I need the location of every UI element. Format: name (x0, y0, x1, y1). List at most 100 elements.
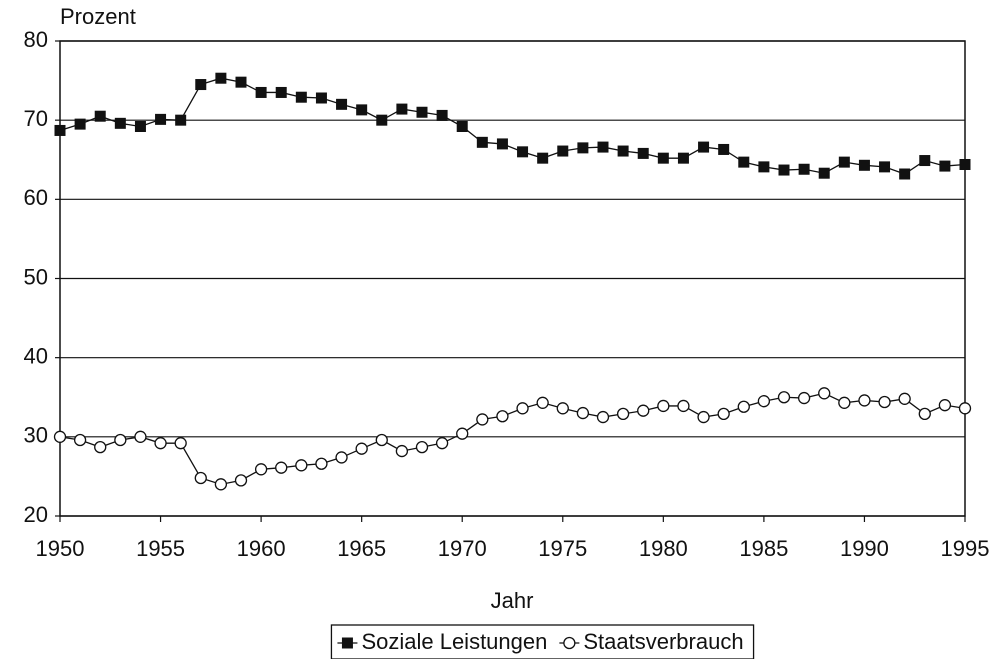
marker (375, 433, 388, 447)
marker (899, 168, 911, 180)
marker (54, 124, 66, 136)
marker (275, 461, 288, 474)
x-tick-label: 1985 (739, 536, 788, 561)
marker (616, 407, 630, 421)
marker (275, 86, 287, 98)
marker (758, 161, 770, 173)
x-tick-label: 1960 (237, 536, 286, 561)
marker (154, 437, 167, 450)
marker (496, 410, 509, 423)
marker (341, 637, 353, 649)
marker (175, 114, 187, 126)
x-tick-label: 1965 (337, 536, 386, 561)
marker (456, 427, 469, 440)
legend-label: Soziale Leistungen (361, 629, 547, 654)
marker (677, 399, 690, 413)
marker (155, 113, 167, 125)
marker (657, 399, 670, 413)
marker (517, 146, 529, 158)
marker (778, 164, 790, 176)
y-axis-label: Prozent (60, 4, 136, 29)
legend-item: Staatsverbrauch (559, 629, 744, 654)
marker (396, 103, 408, 115)
marker (516, 402, 529, 415)
marker (536, 396, 549, 409)
marker (194, 471, 207, 485)
marker (94, 440, 107, 454)
marker (295, 91, 307, 103)
marker (114, 117, 126, 129)
series-line (59, 392, 966, 486)
marker (356, 104, 368, 116)
marker (718, 143, 730, 155)
y-tick-label: 40 (24, 343, 48, 368)
marker (878, 395, 891, 409)
y-tick-label: 50 (24, 264, 48, 289)
legend-label: Staatsverbrauch (583, 629, 743, 654)
marker (563, 636, 576, 650)
marker (798, 163, 810, 175)
marker (254, 463, 268, 476)
x-tick-label: 1990 (840, 536, 889, 561)
marker (415, 440, 429, 454)
marker (195, 79, 207, 91)
marker (818, 167, 830, 179)
marker (496, 138, 508, 150)
marker (456, 121, 468, 132)
legend-box (330, 624, 755, 659)
marker (858, 394, 871, 407)
marker (697, 410, 710, 424)
marker (637, 147, 649, 159)
marker (818, 387, 831, 400)
marker (737, 400, 750, 413)
marker (858, 159, 870, 171)
marker (777, 391, 791, 404)
x-tick-label: 1995 (941, 536, 990, 561)
marker (234, 474, 248, 487)
marker (959, 159, 971, 170)
marker (255, 86, 267, 98)
marker (838, 156, 850, 168)
marker (657, 152, 669, 164)
marker (114, 433, 127, 447)
x-tick-label: 1975 (538, 536, 587, 561)
marker (53, 430, 67, 443)
marker (677, 152, 689, 164)
marker (174, 437, 187, 450)
marker (134, 121, 146, 132)
marker (557, 145, 569, 157)
marker (476, 413, 489, 426)
marker (355, 442, 368, 455)
marker (597, 141, 609, 153)
marker (235, 76, 247, 88)
marker (958, 402, 972, 415)
x-tick-label: 1980 (639, 536, 688, 561)
marker (938, 399, 952, 412)
marker (757, 395, 771, 408)
y-tick-label: 70 (24, 106, 48, 131)
marker (134, 430, 147, 443)
legend: Soziale Leistungen Staatsverbrauch (330, 624, 755, 659)
marker (94, 110, 106, 122)
marker (416, 106, 428, 118)
marker (738, 156, 750, 168)
x-tick-label: 1950 (36, 536, 85, 561)
marker (215, 72, 227, 84)
marker (435, 437, 449, 450)
marker (315, 457, 328, 470)
marker (637, 404, 650, 417)
y-tick-label: 60 (24, 185, 48, 210)
y-tick-label: 80 (24, 27, 48, 52)
y-tick-label: 30 (24, 423, 48, 448)
marker (918, 407, 931, 421)
marker (436, 109, 448, 121)
marker (698, 141, 710, 153)
marker (395, 444, 409, 458)
legend-item: Soziale Leistungen (337, 629, 547, 654)
marker (476, 136, 488, 148)
marker (797, 391, 811, 405)
marker (939, 160, 951, 172)
marker (214, 478, 228, 491)
marker (556, 402, 569, 415)
